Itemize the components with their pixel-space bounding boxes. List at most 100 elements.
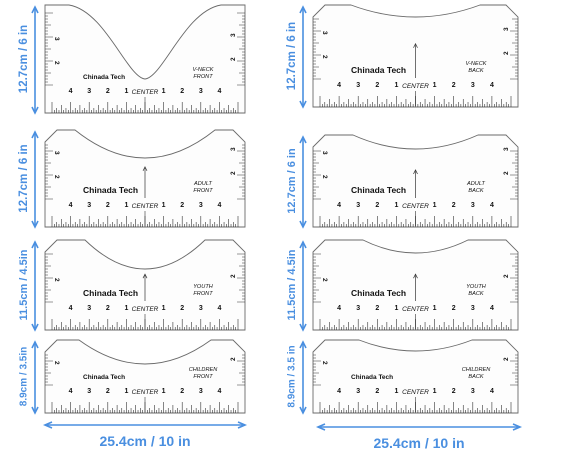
style-label: BACK	[468, 374, 484, 380]
height-dimension: 8.9cm / 3.5in	[19, 340, 39, 415]
ruler-number: 4	[69, 88, 73, 95]
ruler-number: 3	[87, 305, 91, 312]
style-label: V-NECK	[466, 61, 487, 67]
arrow-head-up	[299, 5, 307, 14]
style-label: V-NECK	[193, 67, 214, 73]
arrow-head-up	[31, 240, 39, 249]
ruler-number: 1	[433, 202, 437, 209]
center-label: CENTER	[132, 89, 159, 96]
center-arrow-head	[413, 273, 418, 279]
height-dimension: 12.7cm / 6 in	[18, 5, 39, 115]
center-label: CENTER	[402, 83, 429, 90]
arrow-head-down	[299, 323, 307, 332]
ruler-number: 3	[471, 388, 475, 395]
side-number: 2	[321, 278, 328, 282]
ruler-number: 4	[490, 82, 494, 89]
ruler-number: 1	[124, 388, 128, 395]
ruler-number: 4	[490, 388, 494, 395]
ruler-number: 2	[106, 88, 110, 95]
style-label: ADULT	[466, 181, 486, 187]
height-dimension: 11.5cm / 4.5in	[18, 240, 39, 332]
width-dimension: 25.4cm / 10 in	[315, 423, 523, 451]
ruler-number: 4	[337, 388, 341, 395]
side-number: 2	[321, 361, 328, 365]
ruler-number: 2	[452, 388, 456, 395]
side-number: 3	[321, 151, 328, 155]
arrow-head-down	[31, 220, 39, 229]
arrow-head-up	[299, 340, 307, 349]
style-label: CHILDREN	[462, 367, 492, 373]
ruler-number: 4	[337, 305, 341, 312]
ruler-number: 4	[217, 202, 221, 209]
style-label: CHILDREN	[189, 367, 219, 373]
arrow-head-left	[315, 423, 326, 431]
arrow-head-down	[299, 406, 307, 415]
ruler-number: 1	[394, 388, 398, 395]
ruler-outline	[44, 339, 246, 414]
ruler-template: 4 3 2 1 1 2 3 4 CENTER 2 2 3 3 Chinada Tech V-NECKFRON…	[44, 4, 246, 114]
height-label: 11.5cm / 4.5in	[286, 249, 298, 320]
ruler-number: 4	[69, 202, 73, 209]
brand-label: Chinada Tech	[83, 374, 125, 381]
ruler-number: 4	[490, 202, 494, 209]
ruler-number: 2	[452, 82, 456, 89]
ruler-number: 2	[375, 202, 379, 209]
ruler-number: 1	[394, 202, 398, 209]
brand-label: Chinada Tech	[351, 288, 406, 298]
style-label: FRONT	[193, 188, 213, 194]
ruler-number: 3	[199, 388, 203, 395]
style-label: ADULT	[193, 181, 213, 187]
ruler-number: 4	[217, 388, 221, 395]
ruler-number: 2	[106, 202, 110, 209]
center-label: CENTER	[132, 306, 159, 313]
ruler-number: 2	[106, 305, 110, 312]
side-number: 2	[321, 55, 328, 59]
ruler-number: 2	[375, 388, 379, 395]
ruler-number: 1	[162, 305, 166, 312]
ruler-number: 1	[162, 388, 166, 395]
center-arrow-head	[413, 169, 418, 175]
center-arrow-head	[413, 42, 418, 48]
ruler-number: 4	[337, 82, 341, 89]
arrow-head-left	[42, 421, 53, 429]
brand-label: Chinada Tech	[351, 374, 393, 381]
ruler-number: 3	[356, 202, 360, 209]
ruler-number: 4	[217, 305, 221, 312]
style-label: FRONT	[193, 291, 213, 297]
side-number: 3	[230, 147, 237, 151]
height-label: 8.9cm / 3.5 in	[287, 345, 298, 407]
side-number: 2	[321, 175, 328, 179]
ruler-number: 2	[452, 202, 456, 209]
height-dimension: 12.7cm / 6 in	[18, 130, 39, 229]
ruler-number: 1	[124, 202, 128, 209]
side-number: 3	[53, 37, 60, 41]
side-number: 2	[53, 61, 60, 65]
height-label: 12.7cm / 6 in	[286, 148, 298, 214]
ruler-template: 4 3 2 1 1 2 3 4 CENTER 2 2 Chinada Tech CHILDRENFRON…	[44, 339, 246, 414]
ruler-number: 3	[356, 388, 360, 395]
arrow-head-up	[299, 135, 307, 144]
ruler-number: 1	[394, 305, 398, 312]
side-number: 2	[53, 361, 60, 365]
ruler-number: 3	[87, 388, 91, 395]
ruler-outline	[44, 4, 246, 114]
ruler-number: 3	[471, 305, 475, 312]
style-label: BACK	[468, 291, 484, 297]
style-label: BACK	[468, 68, 484, 74]
side-number: 3	[321, 31, 328, 35]
side-number: 3	[503, 147, 510, 151]
ruler-number: 4	[69, 305, 73, 312]
center-arrow-head	[142, 166, 148, 172]
ruler-number: 1	[162, 202, 166, 209]
style-label: BACK	[468, 188, 484, 194]
arrow-head-right	[512, 423, 523, 431]
ruler-number: 1	[124, 88, 128, 95]
ruler-number: 3	[356, 305, 360, 312]
style-label: YOUTH	[466, 284, 487, 290]
side-number: 2	[503, 171, 510, 175]
arrow-head-right	[237, 421, 248, 429]
ruler-number: 4	[337, 202, 341, 209]
ruler-number: 2	[106, 388, 110, 395]
